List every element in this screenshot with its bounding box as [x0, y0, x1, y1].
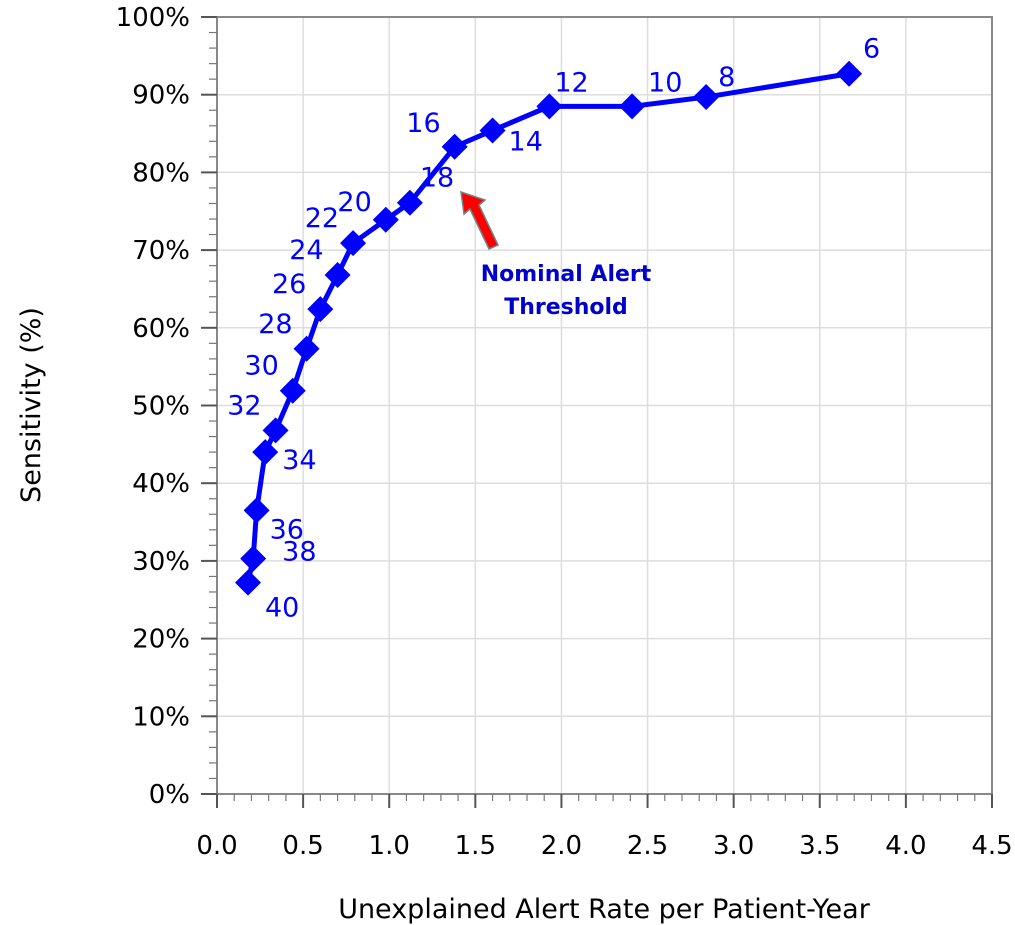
y-axis-title: Sensitivity (%) — [16, 307, 47, 503]
data-point-marker — [396, 189, 423, 216]
series-line — [235, 60, 863, 596]
point-label: 16 — [406, 108, 440, 139]
data-point-marker — [836, 60, 863, 87]
data-point-marker — [240, 545, 267, 572]
y-axis: 0% 10% 20% 30% 40% 50% 60% 70% 80% 90% 100% — [116, 3, 217, 810]
data-point-marker — [324, 261, 351, 288]
grid-lines — [216, 16, 993, 795]
point-label: 28 — [258, 309, 292, 340]
x-tick-label: 4.5 — [971, 831, 1012, 861]
y-tick-label: 60% — [132, 314, 190, 344]
point-label: 32 — [227, 390, 261, 421]
y-tick-label: 20% — [132, 625, 190, 655]
data-point-marker — [252, 439, 279, 466]
x-axis: 0.0 0.5 1.0 1.5 2.0 2.5 3.0 3.5 4.0 4.5 — [196, 794, 1013, 861]
y-tick-label: 10% — [132, 702, 190, 732]
nominal-alert-annotation: Nominal Alert Threshold — [460, 190, 652, 320]
annotation-text-line-1: Nominal Alert — [481, 262, 652, 287]
x-tick-label: 3.0 — [713, 831, 754, 861]
point-label: 30 — [244, 351, 278, 382]
point-label: 20 — [337, 187, 371, 218]
point-label: 40 — [265, 593, 299, 624]
data-point-marker — [293, 335, 320, 362]
point-label: 8 — [718, 62, 735, 93]
data-point-marker — [536, 93, 563, 120]
y-tick-label: 70% — [132, 236, 190, 266]
data-point-marker — [340, 230, 367, 257]
x-tick-label: 1.0 — [369, 831, 410, 861]
y-tick-label: 50% — [132, 392, 190, 422]
point-label: 18 — [420, 163, 454, 194]
point-label: 36 — [270, 514, 304, 545]
x-tick-label: 2.0 — [541, 831, 582, 861]
annotation-arrow-icon — [460, 190, 500, 250]
y-tick-label: 100% — [116, 3, 190, 33]
point-label: 6 — [863, 34, 880, 65]
y-tick-label: 90% — [132, 81, 190, 111]
point-label: 10 — [648, 67, 682, 98]
data-point-marker — [372, 206, 399, 233]
y-tick-label: 40% — [132, 469, 190, 499]
x-tick-label: 4.0 — [885, 831, 926, 861]
x-tick-label: 0.5 — [282, 831, 323, 861]
x-axis-title: Unexplained Alert Rate per Patient-Year — [338, 894, 871, 925]
x-tick-label: 0.0 — [196, 831, 237, 861]
point-label: 34 — [282, 445, 316, 476]
point-label: 26 — [272, 269, 306, 300]
data-point-marker — [243, 497, 270, 524]
data-point-marker — [279, 377, 306, 404]
y-tick-label: 0% — [149, 780, 190, 810]
annotation-text-line-2: Threshold — [504, 295, 628, 320]
y-tick-label: 80% — [132, 158, 190, 188]
data-point-marker — [693, 84, 720, 111]
point-label: 22 — [305, 203, 339, 234]
data-point-marker — [619, 93, 646, 120]
x-tick-label: 3.5 — [799, 831, 840, 861]
point-label: 38 — [282, 537, 316, 568]
data-point-marker — [262, 417, 289, 444]
point-label: 14 — [509, 126, 543, 157]
x-tick-label: 1.5 — [455, 831, 496, 861]
data-point-marker — [441, 133, 468, 160]
x-tick-label: 2.5 — [627, 831, 668, 861]
data-point-marker — [307, 296, 334, 323]
point-label: 12 — [554, 67, 588, 98]
point-label: 24 — [289, 235, 323, 266]
y-tick-label: 30% — [132, 547, 190, 577]
data-point-marker — [235, 569, 261, 596]
data-point-marker — [479, 117, 506, 144]
